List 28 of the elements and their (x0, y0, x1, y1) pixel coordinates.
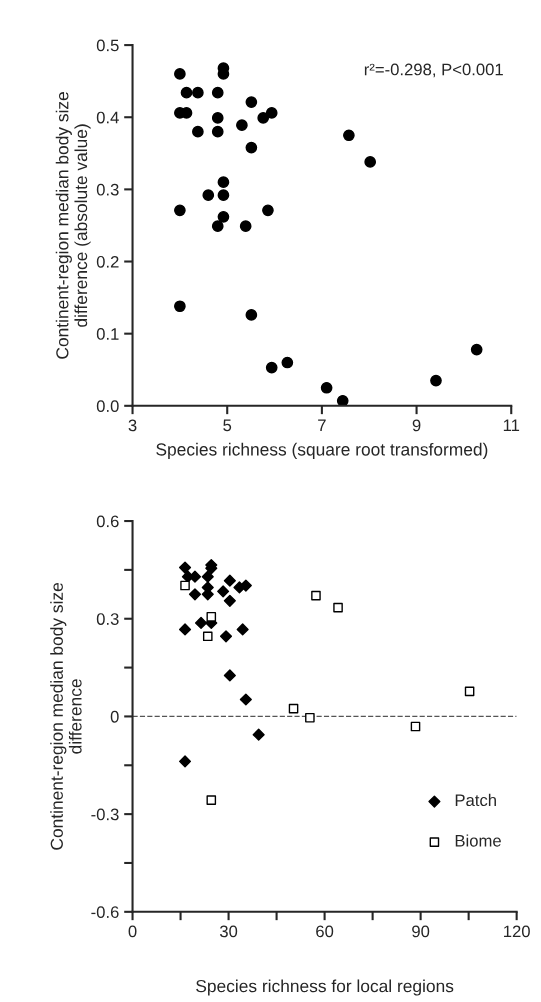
y-tick-label: 0.5 (96, 39, 119, 52)
y-tick-label: 0.1 (96, 328, 119, 340)
x-tick-label: 5 (223, 419, 232, 432)
x-tick-label: 3 (128, 419, 137, 432)
legend-label: Patch (455, 793, 496, 807)
legend-label: Biome (455, 834, 501, 847)
y-tick-label: 0.3 (96, 183, 119, 196)
x-tick-label: 30 (219, 925, 238, 938)
x-axis-title: Species richness for local regions (196, 979, 454, 996)
annotation: r²=-0.298, P<0.001 (364, 63, 503, 78)
x-tick-label: 11 (503, 419, 520, 432)
x-tick-label: 60 (316, 925, 334, 938)
y-tick-label: -0.3 (91, 808, 119, 821)
y-tick-label: 0.4 (96, 111, 119, 124)
x-axis-title: Species richness (square root transformed) (156, 442, 488, 460)
y-tick-label: 0 (110, 710, 119, 723)
x-tick-label: 90 (412, 925, 430, 938)
x-tick-label: 120 (504, 925, 530, 938)
x-tick-label: 0 (128, 925, 137, 938)
y-tick-label: 0.2 (96, 255, 119, 268)
y-tick-label: 0.3 (96, 613, 119, 625)
x-tick-label: 7 (318, 419, 326, 432)
x-tick-label: 9 (412, 419, 421, 432)
y-axis-title: Continent-region median body size difference (50, 583, 82, 850)
y-tick-label: -0.6 (91, 906, 119, 919)
y-tick-label: 0.0 (96, 400, 119, 413)
y-axis-title: Continent-region median body size difference (absolute value) (55, 92, 91, 359)
y-tick-label: 0.6 (96, 515, 119, 528)
